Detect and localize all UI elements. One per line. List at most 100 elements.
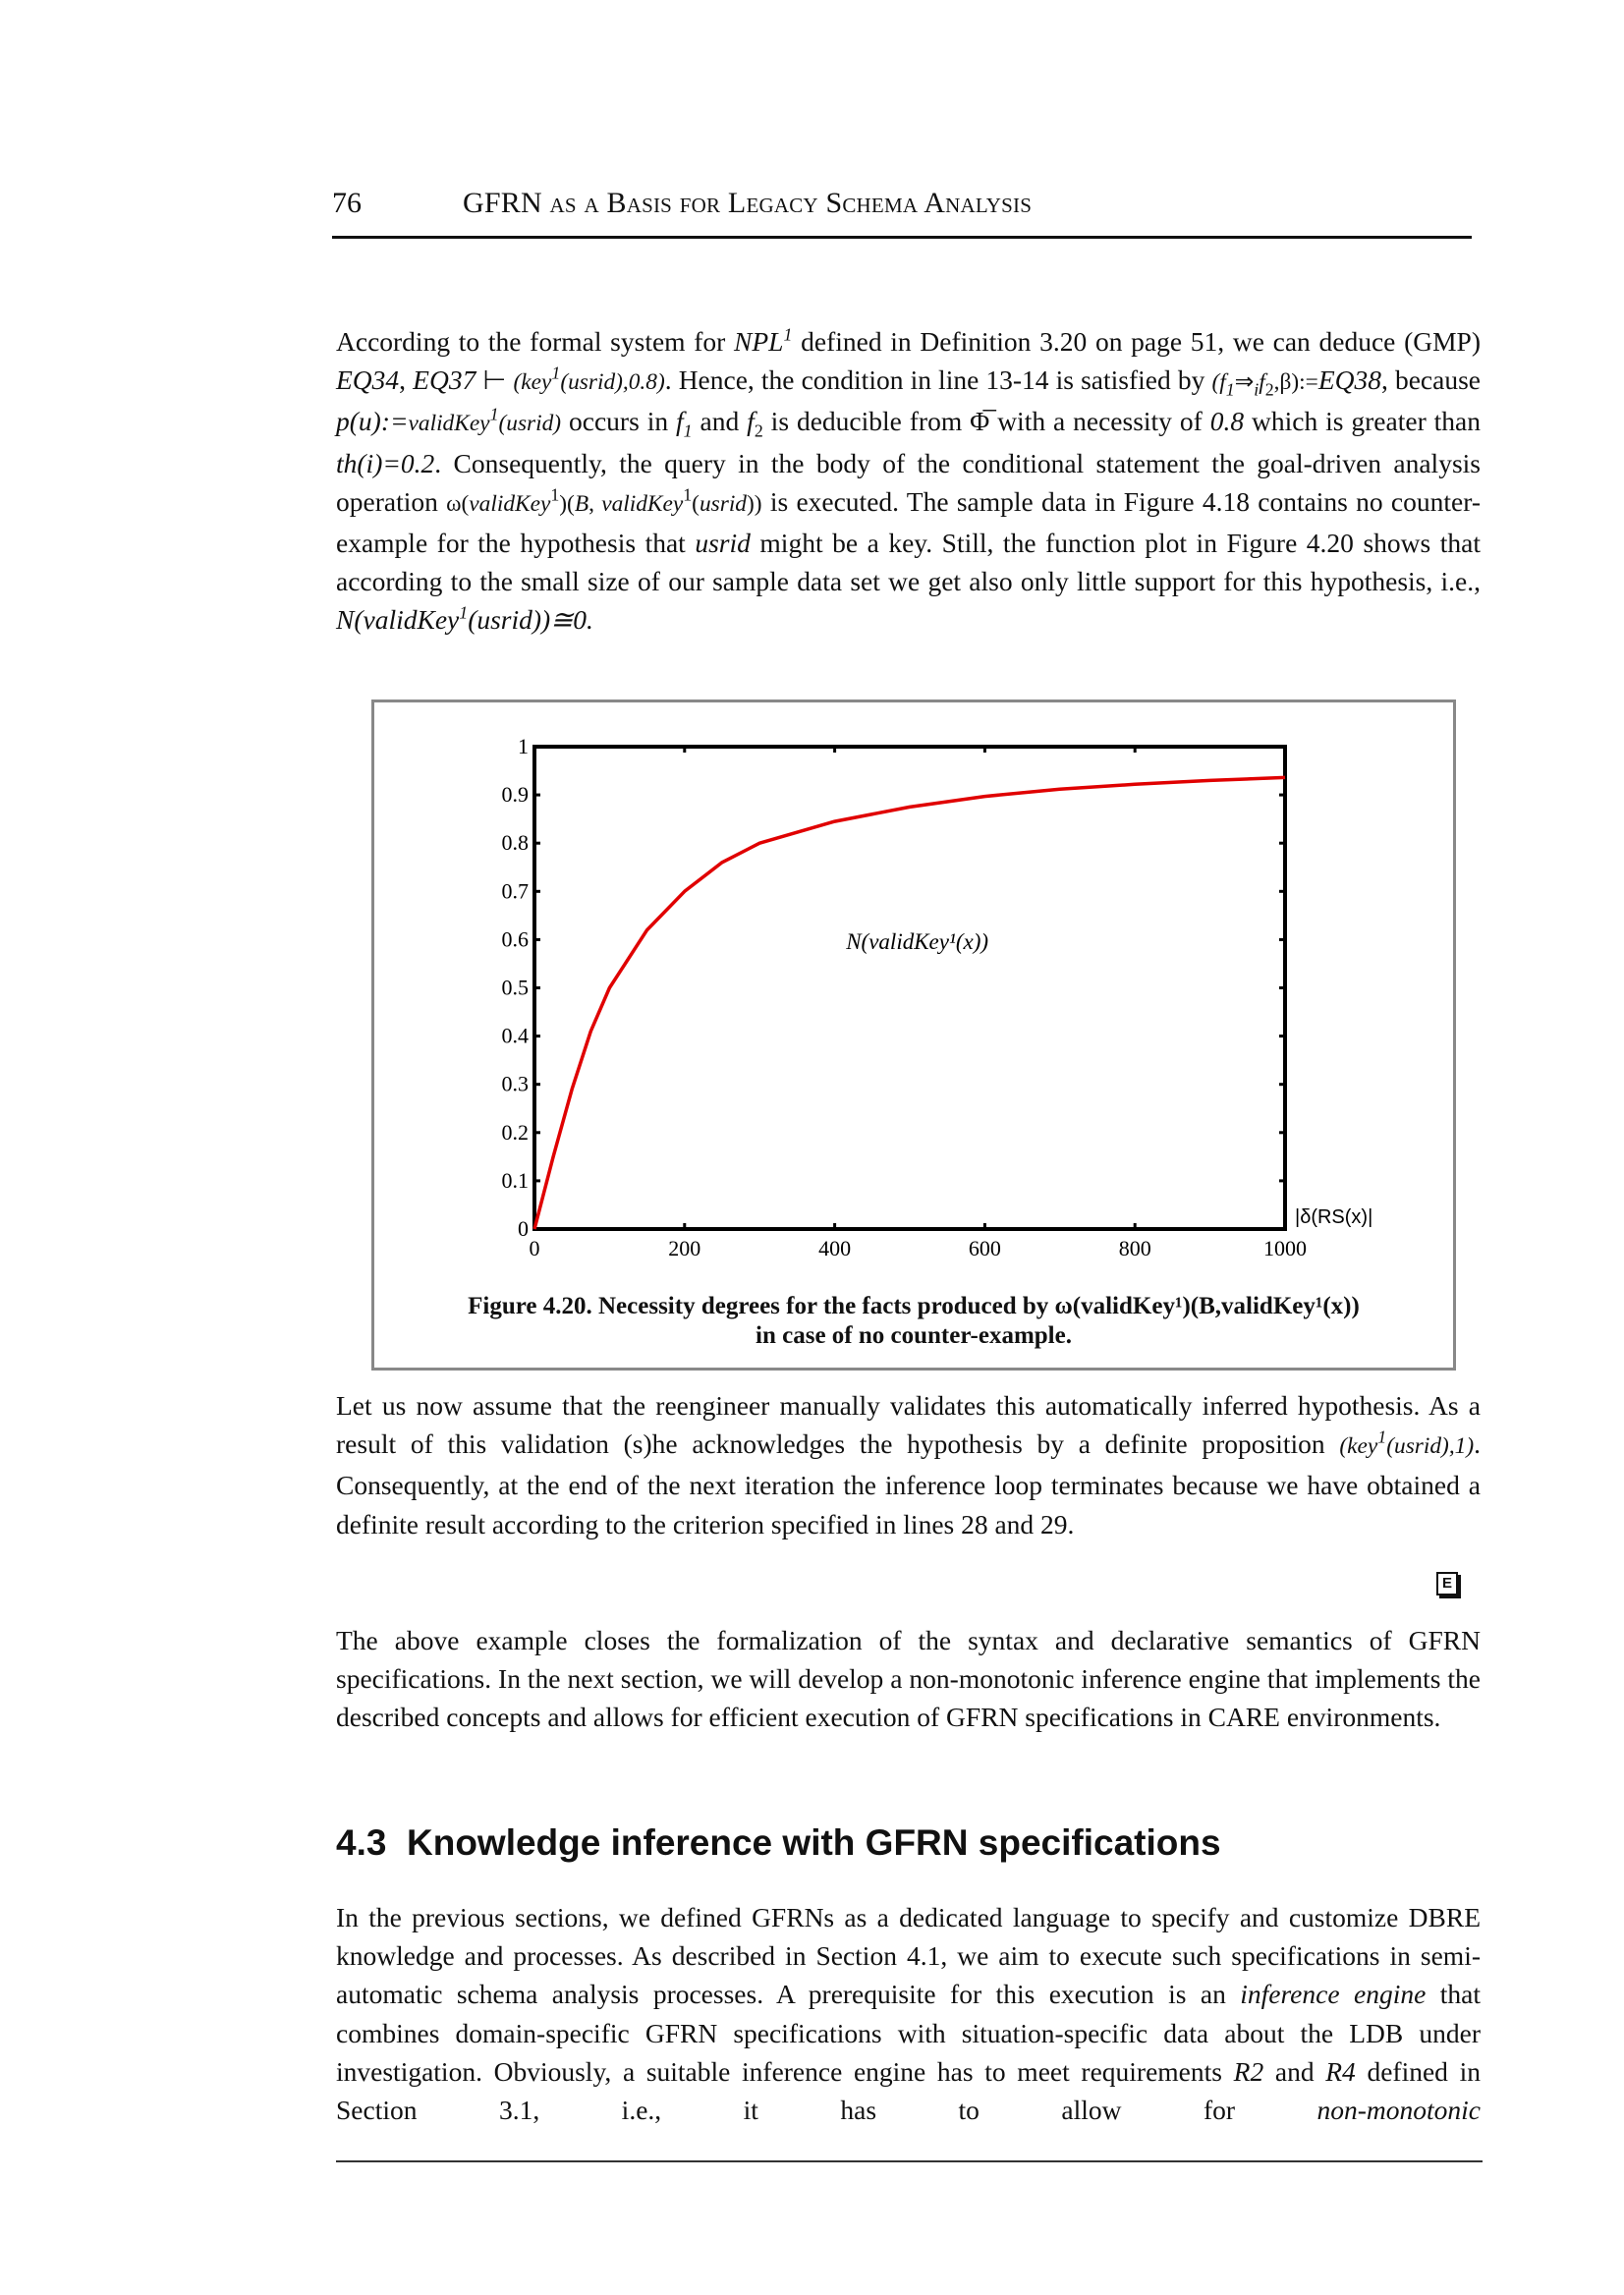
text-segment: non-monotonic <box>1316 2095 1481 2126</box>
text-segment: might be a key. Still, the function plot… <box>336 528 1481 597</box>
chart: 0 200 400 600 800 1000 0 0.1 0.2 0.3 0.4 0.5 0.6 0.7 0… <box>502 734 1373 1260</box>
text-segment: validKey <box>601 490 684 517</box>
y-tick-label: 0.1 <box>502 1168 530 1193</box>
paragraph-1: According to the formal system for NPL1 … <box>336 322 1481 640</box>
text-segment: According to the formal system for <box>336 326 735 357</box>
x-tick-label: 800 <box>1119 1236 1151 1260</box>
text-segment: (f <box>1211 369 1226 396</box>
text-segment: occurs in <box>561 406 677 437</box>
y-tick-label: 0.3 <box>502 1072 530 1096</box>
text-segment: In the previous sections, we defined GFR… <box>336 1902 1481 2010</box>
text-segment: ⊢ <box>476 364 514 396</box>
y-tick-label: 1 <box>518 734 529 758</box>
text-segment: , <box>399 364 414 396</box>
text-segment: 1 <box>683 484 693 505</box>
curve-annotation: N(validKey¹(x)) <box>845 929 988 954</box>
text-segment: (usrid),0.8) <box>560 369 665 396</box>
text-segment: Φ̅ <box>970 406 990 437</box>
series-line <box>532 775 1286 1230</box>
text-segment: defined in Section 3.1, i.e., it has to … <box>336 2055 1481 2126</box>
text-segment: The above example closes the formalizati… <box>336 1625 1481 1733</box>
text-segment: NPL <box>734 326 784 357</box>
x-axis-label: |δ(RS(x)| <box>1295 1206 1372 1228</box>
text-segment: 1 <box>683 420 693 441</box>
x-tick-label: 0 <box>530 1236 540 1260</box>
text-segment: (key <box>1339 1433 1378 1460</box>
text-segment: (usrid))≅0. <box>468 604 593 636</box>
text-segment: R4 <box>1325 2055 1356 2087</box>
caption-line-2: in case of no counter-example. <box>756 1322 1072 1349</box>
text-segment: and <box>1263 2055 1326 2087</box>
text-segment: 1 <box>1377 1427 1387 1447</box>
text-segment: EQ38 <box>1317 364 1381 396</box>
text-segment: (usrid) <box>498 411 562 437</box>
text-segment: , because <box>1380 364 1481 396</box>
text-segment: 2 <box>754 420 763 441</box>
text-segment: ,β):= <box>1273 369 1318 396</box>
x-tick-label: 400 <box>818 1236 851 1260</box>
x-tick-label: 1000 <box>1263 1236 1307 1260</box>
text-segment: th(i)=0.2 <box>336 447 435 478</box>
text-segment: . Consequently, at the end of the next i… <box>336 1428 1481 1539</box>
text-segment: f <box>676 406 684 437</box>
text-segment: is executed. The sample data in Figure 4… <box>336 485 1481 559</box>
paragraph-4: In the previous sections, we defined GFR… <box>336 1898 1481 2129</box>
text-segment: is deducible from <box>762 406 971 437</box>
text-segment: EQ34 <box>336 364 400 396</box>
text-segment: ⇒ <box>1234 369 1255 396</box>
text-segment: N(validKey <box>336 604 460 636</box>
text-segment: with a necessity of <box>989 406 1210 437</box>
y-tick-label: 0.6 <box>502 926 530 951</box>
section-heading: 4.3 Knowledge inference with GFRN specif… <box>336 1822 1221 1864</box>
text-segment: Let us now assume that the reengineer ma… <box>336 1390 1481 1460</box>
text-segment: which is greater than <box>1244 406 1481 437</box>
text-segment: 2 <box>1264 379 1274 400</box>
end-of-example-icon: E <box>1436 1572 1458 1595</box>
y-tick-label: 0.7 <box>502 878 530 903</box>
text-segment: defined in Definition 3.20 on page 51, w… <box>792 326 1481 357</box>
text-segment: R2 <box>1233 2055 1264 2087</box>
text-segment: 1 <box>783 324 793 345</box>
text-segment: validKey <box>408 411 490 437</box>
figure-4-20: 0 200 400 600 800 1000 0 0.1 0.2 0.3 0.4 0.5 0.6 0.7 0… <box>371 700 1456 1371</box>
page-number: 76 <box>332 187 362 219</box>
text-segment: 0.8 <box>1209 406 1245 437</box>
x-tick-label: 600 <box>969 1236 1001 1260</box>
text-segment: i <box>1254 379 1260 400</box>
text-segment: f <box>1259 369 1265 396</box>
y-tick-label: 0 <box>518 1216 529 1241</box>
text-segment: inference engine <box>1240 1979 1427 2010</box>
running-head: 76 GFRN as a Basis for Legacy Schema Ana… <box>332 187 1472 239</box>
text-segment: usrid <box>695 528 751 559</box>
text-segment: (key <box>513 369 552 396</box>
text-segment: usrid <box>699 490 747 517</box>
section-title: Knowledge inference with GFRN specificat… <box>407 1822 1221 1863</box>
y-tick-label: 0.2 <box>502 1120 530 1145</box>
text-segment: B <box>574 490 589 517</box>
plot-frame <box>532 745 1287 1231</box>
y-tick-label: 0.9 <box>502 782 530 807</box>
text-segment: EQ37 <box>413 364 476 396</box>
text-segment: and <box>692 406 748 437</box>
text-segment: . Hence, the condition in line 13-14 is … <box>664 364 1212 396</box>
y-tick-label: 0.8 <box>502 830 530 855</box>
text-segment: (usrid),1) <box>1386 1433 1475 1460</box>
x-tick-label: 200 <box>668 1236 700 1260</box>
text-segment: ( <box>692 490 700 517</box>
text-segment: p(u):= <box>336 406 409 437</box>
text-segment: 1 <box>459 602 469 623</box>
y-tick-label: 0.5 <box>502 976 530 1000</box>
text-segment: 1 <box>1225 379 1235 400</box>
text-segment: 1 <box>551 363 561 383</box>
text-segment: that combines domain-specific GFRN speci… <box>336 1979 1481 2087</box>
text-segment: 1 <box>550 484 560 505</box>
text-segment: f <box>747 406 755 437</box>
caption-line-1: Figure 4.20. Necessity degrees for the f… <box>468 1293 1360 1319</box>
section-number: 4.3 <box>336 1822 387 1863</box>
text-segment: )) <box>746 490 762 517</box>
running-title: GFRN as a Basis for Legacy Schema Analys… <box>463 187 1033 219</box>
text-segment: validKey <box>469 490 551 517</box>
y-tick-label: 0.4 <box>502 1024 530 1048</box>
text-segment: )( <box>559 490 575 517</box>
text-segment: ω( <box>446 490 470 517</box>
